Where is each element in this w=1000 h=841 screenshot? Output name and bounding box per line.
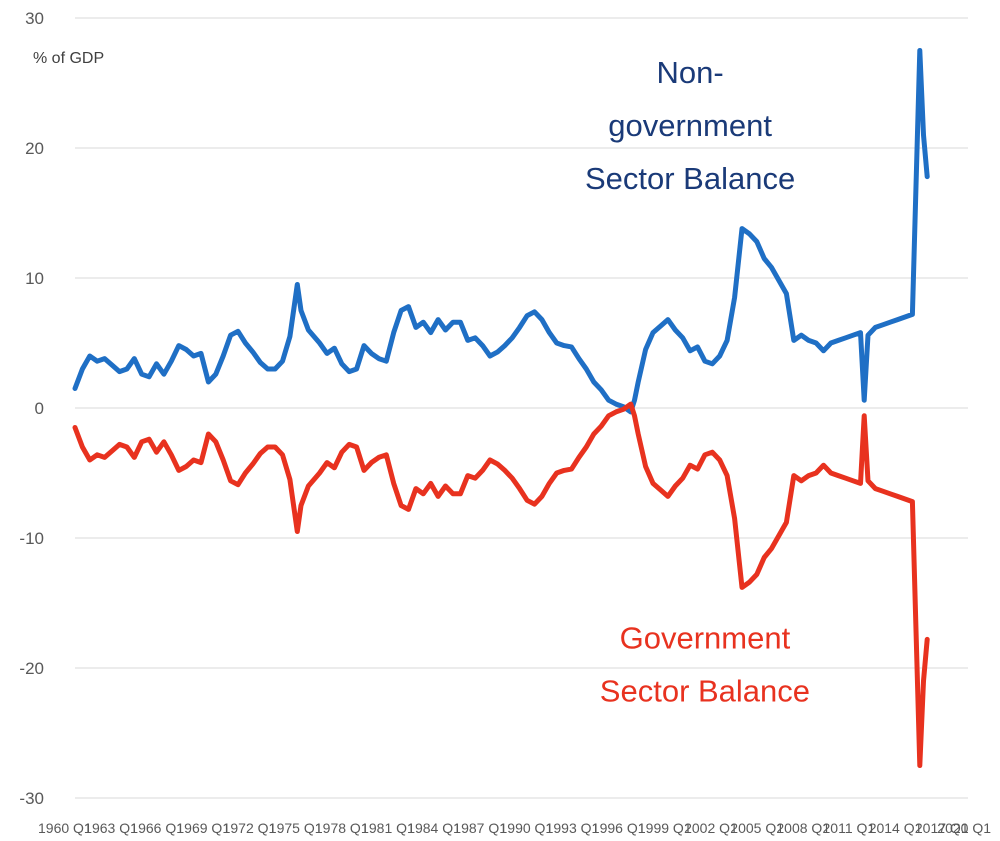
series-line	[72, 401, 930, 768]
y-tick-label: -20	[19, 659, 44, 678]
annotation-line: Sector Balance	[585, 161, 795, 196]
x-tick-label: 1978 Q1	[315, 820, 369, 836]
series-line	[72, 48, 930, 415]
x-tick-label: 2017 Q1	[915, 820, 969, 836]
x-tick-label: 1984 Q1	[407, 820, 461, 836]
y-tick-label: 0	[35, 399, 44, 418]
x-tick-label: 2005 Q1	[730, 820, 784, 836]
government-annotation: Government Sector Balance	[600, 621, 810, 709]
y-axis-tick-labels: 30 20 10 0 -10 -20 -30	[19, 9, 44, 808]
y-tick-label: 10	[25, 269, 44, 288]
annotation-line: Government	[620, 621, 791, 656]
x-tick-label: 2011 Q1	[823, 820, 876, 836]
y-tick-label: 20	[25, 139, 44, 158]
x-tick-label: 1987 Q1	[453, 820, 507, 836]
x-tick-label: 1990 Q1	[500, 820, 554, 836]
x-tick-label: 1963 Q1	[84, 820, 138, 836]
series-annotations: Non-government Sector Balance Government Se…	[585, 55, 810, 709]
x-tick-label: 1993 Q1	[546, 820, 600, 836]
x-tick-label: 1975 Q1	[269, 820, 323, 836]
x-tick-label: 1981 Q1	[361, 820, 415, 836]
y-tick-label: -10	[19, 529, 44, 548]
horizontal-gridlines	[75, 17, 968, 799]
x-tick-label: 1960 Q1	[38, 820, 92, 836]
y-tick-label: 30	[25, 9, 44, 28]
non-government-annotation: Non-government Sector Balance	[585, 55, 795, 196]
y-axis-unit-label: % of GDP	[33, 50, 104, 67]
x-tick-label: 2020 Q1	[937, 820, 991, 836]
x-tick-label: 2014 Q1	[869, 820, 923, 836]
series-lines	[72, 48, 930, 768]
x-tick-label: 1999 Q1	[638, 820, 692, 836]
y-tick-label: -30	[19, 789, 44, 808]
x-tick-label: 1996 Q1	[592, 820, 646, 836]
annotation-line: Sector Balance	[600, 674, 810, 709]
annotation-line: Non-	[656, 55, 723, 90]
x-tick-label: 2002 Q1	[684, 820, 738, 836]
x-tick-label: 1966 Q1	[130, 820, 184, 836]
annotation-line: government	[608, 108, 772, 143]
x-tick-label: 2008 Q1	[776, 820, 830, 836]
x-tick-label: 1969 Q1	[176, 820, 230, 836]
x-tick-label: 1972 Q1	[223, 820, 277, 836]
